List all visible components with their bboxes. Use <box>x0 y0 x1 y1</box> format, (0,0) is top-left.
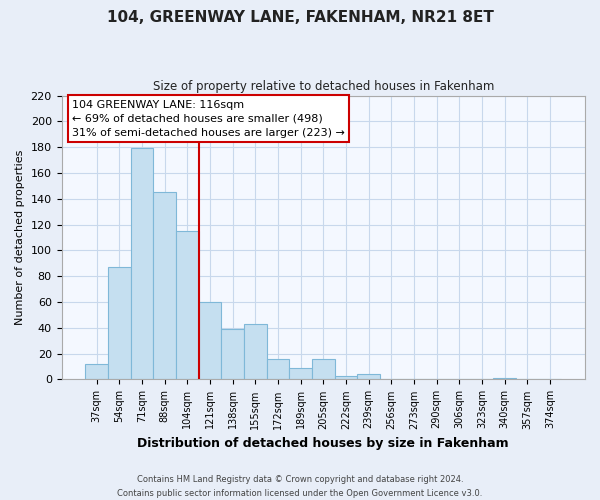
X-axis label: Distribution of detached houses by size in Fakenham: Distribution of detached houses by size … <box>137 437 509 450</box>
Bar <box>199 302 221 380</box>
Text: 104, GREENWAY LANE, FAKENHAM, NR21 8ET: 104, GREENWAY LANE, FAKENHAM, NR21 8ET <box>107 10 493 25</box>
Bar <box>176 231 199 380</box>
Bar <box>131 148 154 380</box>
Bar <box>221 329 244 380</box>
Bar <box>493 378 516 380</box>
Bar <box>312 359 335 380</box>
Text: Contains HM Land Registry data © Crown copyright and database right 2024.
Contai: Contains HM Land Registry data © Crown c… <box>118 476 482 498</box>
Y-axis label: Number of detached properties: Number of detached properties <box>15 150 25 325</box>
Bar <box>154 192 176 380</box>
Title: Size of property relative to detached houses in Fakenham: Size of property relative to detached ho… <box>152 80 494 93</box>
Bar <box>289 368 312 380</box>
Text: 104 GREENWAY LANE: 116sqm
← 69% of detached houses are smaller (498)
31% of semi: 104 GREENWAY LANE: 116sqm ← 69% of detac… <box>72 100 345 138</box>
Bar <box>266 359 289 380</box>
Bar <box>85 364 108 380</box>
Bar <box>357 374 380 380</box>
Bar <box>244 324 266 380</box>
Bar <box>335 376 357 380</box>
Bar <box>108 267 131 380</box>
